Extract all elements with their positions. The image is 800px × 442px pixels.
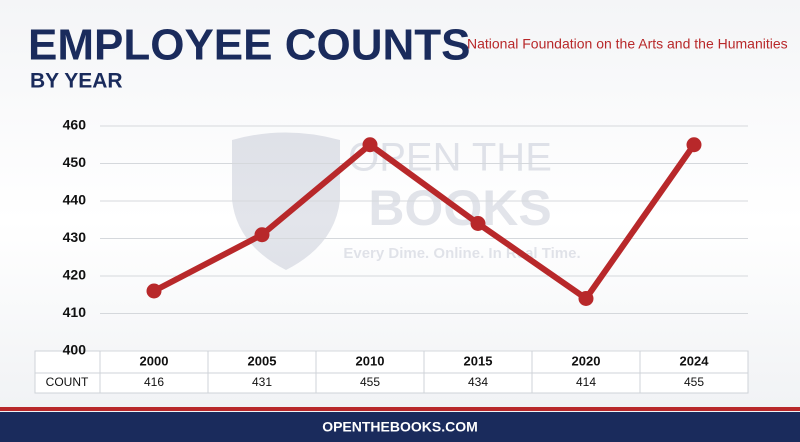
data-point [578, 291, 594, 306]
y-tick-label: 430 [63, 229, 87, 245]
data-line [152, 141, 697, 302]
chart-title: EMPLOYEE COUNTS [28, 21, 471, 70]
table-value: 434 [468, 375, 488, 389]
table-value: 455 [684, 375, 704, 389]
x-tick-label: 2010 [356, 353, 385, 368]
chart-subtitle: BY YEAR [30, 70, 123, 93]
table-value: 455 [360, 375, 380, 389]
watermark-text: Every Dime. Online. In Real Time. [343, 245, 580, 262]
data-point [362, 137, 378, 153]
x-tick-label: 2005 [248, 353, 277, 368]
footer-text: OPENTHEBOOKS.COM [322, 419, 478, 435]
table-value: 414 [576, 375, 596, 389]
table-value: 416 [144, 375, 164, 389]
x-tick-label: 2024 [680, 353, 710, 368]
x-tick-label: 2015 [464, 353, 493, 368]
y-tick-label: 410 [63, 304, 87, 320]
x-tick-label: 2020 [572, 353, 601, 368]
row-label: COUNT [46, 375, 89, 389]
y-tick-label: 460 [63, 117, 87, 133]
y-tick-label: 440 [63, 192, 87, 208]
agency-name: National Foundation on the Arts and the … [467, 36, 788, 52]
footer-band [0, 412, 800, 442]
table-value: 431 [252, 375, 272, 389]
data-point [470, 216, 486, 231]
data-table [34, 350, 749, 394]
y-tick-label: 420 [63, 267, 87, 283]
data-point [254, 227, 270, 243]
data-point [146, 283, 162, 299]
watermark-text: OPEN THE [348, 136, 552, 180]
y-tick-label: 400 [63, 342, 87, 358]
y-tick-label: 450 [63, 154, 87, 170]
x-tick-label: 2000 [140, 353, 169, 368]
data-point [686, 137, 702, 153]
